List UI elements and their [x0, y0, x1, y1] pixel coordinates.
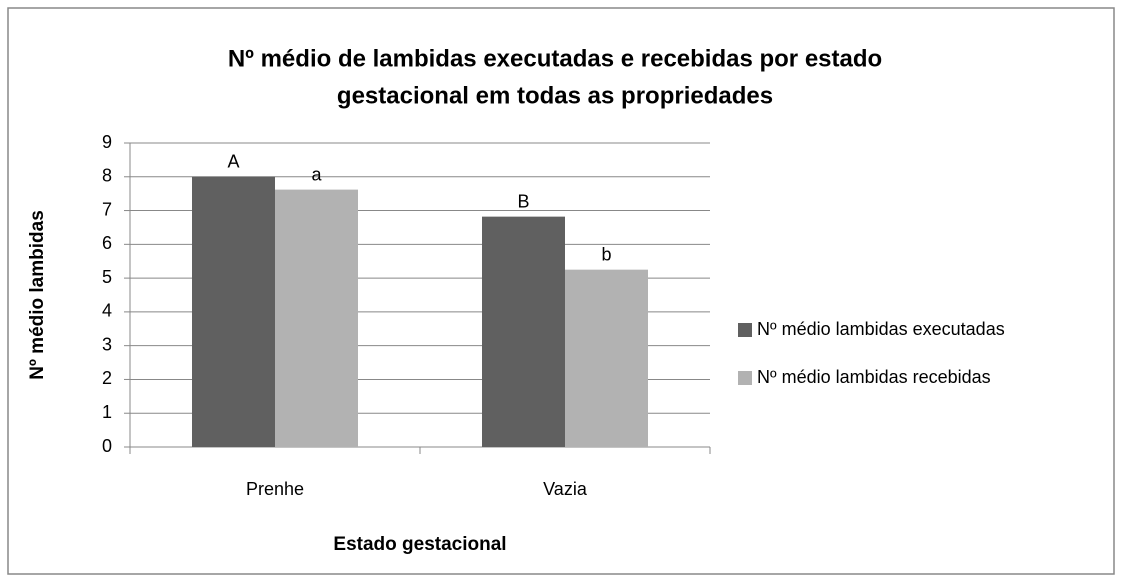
y-tick-label: 4	[102, 301, 112, 321]
bar	[482, 216, 565, 447]
y-axis-label: Nº médio lambidas	[27, 210, 48, 380]
y-tick-label: 3	[102, 334, 112, 354]
x-tick-label: Prenhe	[246, 479, 304, 499]
y-tick-label: 5	[102, 267, 112, 287]
y-tick-label: 9	[102, 132, 112, 152]
data-label: A	[227, 152, 239, 172]
data-label: B	[517, 191, 529, 211]
bar	[565, 269, 648, 447]
y-tick-label: 0	[102, 436, 112, 456]
data-label: b	[601, 244, 611, 264]
legend-swatch	[738, 371, 752, 385]
y-tick-label: 7	[102, 199, 112, 219]
y-tick-label: 8	[102, 166, 112, 186]
y-tick-label: 6	[102, 233, 112, 253]
legend-label: Nº médio lambidas recebidas	[757, 367, 991, 387]
bar	[275, 189, 358, 447]
legend-label: Nº médio lambidas executadas	[757, 319, 1005, 339]
x-axis-label: Estado gestacional	[333, 534, 506, 555]
x-tick-label: Vazia	[543, 479, 588, 499]
bar	[192, 176, 275, 447]
y-tick-label: 1	[102, 402, 112, 422]
legend-swatch	[738, 323, 752, 337]
data-label: a	[311, 164, 322, 184]
chart-title: gestacional em todas as propriedades	[337, 82, 773, 109]
chart-title: Nº médio de lambidas executadas e recebi…	[228, 45, 882, 72]
y-tick-label: 2	[102, 368, 112, 388]
